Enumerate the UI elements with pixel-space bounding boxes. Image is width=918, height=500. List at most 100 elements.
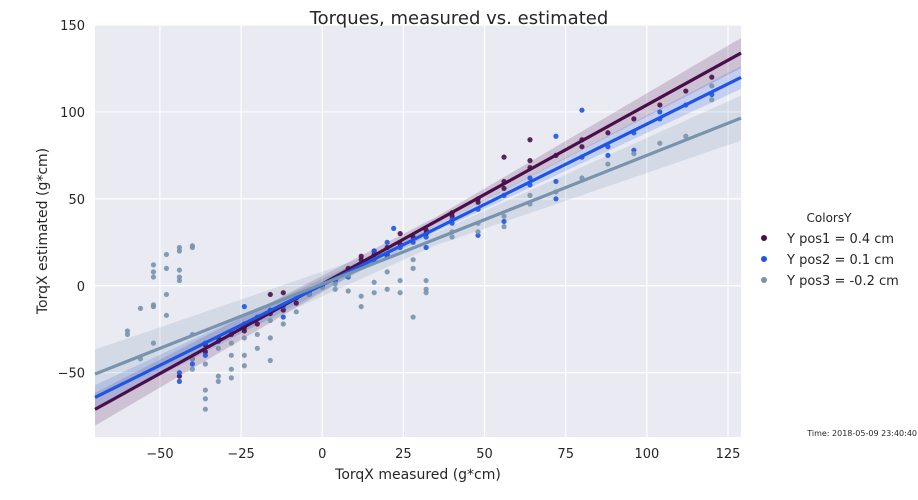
data-point bbox=[657, 102, 663, 108]
data-point bbox=[605, 161, 611, 167]
x-axis-label: TorqX measured (g*cm) bbox=[334, 467, 501, 483]
data-point bbox=[176, 370, 183, 376]
data-point bbox=[553, 178, 559, 185]
data-point bbox=[176, 274, 183, 280]
data-point bbox=[215, 345, 221, 351]
data-point bbox=[358, 304, 364, 310]
regression-lines bbox=[94, 51, 742, 411]
data-point bbox=[202, 361, 208, 367]
data-point bbox=[384, 269, 390, 275]
data-point bbox=[605, 130, 611, 136]
data-point bbox=[267, 291, 273, 298]
data-point bbox=[150, 340, 157, 346]
x-tick-label: 50 bbox=[476, 447, 493, 462]
data-point bbox=[137, 305, 144, 311]
data-point bbox=[527, 192, 533, 198]
legend-marker bbox=[761, 256, 767, 262]
legend-title: ColorsY bbox=[807, 211, 853, 225]
data-point bbox=[501, 218, 507, 225]
data-point bbox=[202, 387, 208, 393]
data-point bbox=[163, 312, 170, 318]
data-point bbox=[202, 406, 208, 412]
y-tick-label: −50 bbox=[58, 367, 85, 382]
legend-label: Y pos3 = -0.2 cm bbox=[786, 274, 899, 289]
legend-label: Y pos1 = 0.4 cm bbox=[786, 232, 894, 247]
data-point bbox=[267, 335, 273, 341]
x-tick-label: −25 bbox=[227, 447, 254, 462]
data-point bbox=[176, 378, 183, 384]
data-point bbox=[527, 175, 533, 181]
data-point bbox=[163, 291, 170, 298]
x-tick-label: 25 bbox=[395, 447, 412, 462]
data-point bbox=[202, 396, 208, 402]
y-tick-label: 150 bbox=[60, 19, 85, 34]
data-point bbox=[176, 244, 183, 251]
data-point bbox=[280, 314, 286, 320]
y-tick-label: 100 bbox=[60, 106, 85, 121]
data-point bbox=[384, 286, 390, 292]
data-point bbox=[150, 262, 157, 268]
data-point bbox=[202, 352, 208, 358]
data-point bbox=[280, 290, 286, 296]
data-point bbox=[150, 274, 157, 280]
data-point bbox=[189, 361, 195, 367]
data-point bbox=[527, 137, 533, 143]
x-tick-label: 100 bbox=[634, 447, 659, 462]
data-point bbox=[423, 277, 429, 284]
chart-title: Torques, measured vs. estimated bbox=[309, 8, 609, 29]
data-point bbox=[553, 196, 559, 202]
data-point bbox=[657, 109, 663, 115]
x-tick-label: 0 bbox=[318, 447, 326, 462]
data-point bbox=[215, 373, 221, 379]
data-point bbox=[371, 290, 377, 296]
data-point bbox=[657, 140, 663, 146]
data-point bbox=[254, 321, 260, 327]
data-point bbox=[293, 300, 299, 306]
y-tick-label: 50 bbox=[68, 193, 85, 208]
data-point bbox=[410, 314, 416, 320]
data-point bbox=[501, 154, 507, 160]
data-point bbox=[475, 229, 481, 235]
regression-line bbox=[94, 116, 742, 376]
data-point bbox=[709, 83, 715, 89]
legend-marker bbox=[761, 235, 767, 241]
data-point bbox=[709, 97, 715, 103]
data-point bbox=[163, 265, 170, 271]
data-point bbox=[228, 366, 234, 372]
data-point bbox=[254, 331, 260, 338]
data-point bbox=[397, 231, 403, 237]
data-point bbox=[267, 357, 273, 364]
data-point bbox=[449, 234, 455, 240]
data-point bbox=[579, 107, 585, 113]
data-point bbox=[391, 225, 397, 231]
data-point bbox=[397, 277, 403, 284]
timestamp-footnote: Time: 2018-05-09 23:40:40 bbox=[806, 429, 917, 438]
data-point bbox=[150, 302, 157, 308]
data-point bbox=[358, 293, 364, 299]
data-point bbox=[410, 257, 416, 263]
x-tick-labels: −50 −25 0 25 50 75 100 125 bbox=[146, 447, 740, 462]
data-point bbox=[254, 345, 260, 351]
data-point bbox=[683, 88, 689, 94]
data-point bbox=[241, 363, 247, 369]
data-point bbox=[280, 321, 286, 327]
data-point bbox=[371, 248, 377, 254]
regression-line bbox=[94, 76, 742, 399]
data-point bbox=[163, 251, 170, 258]
data-point bbox=[358, 253, 364, 259]
legend: ColorsY Y pos1 = 0.4 cm Y pos2 = 0.1 cm Y … bbox=[761, 211, 899, 289]
data-point bbox=[579, 144, 585, 150]
data-point bbox=[332, 281, 338, 287]
data-point bbox=[332, 286, 338, 292]
x-tick-label: 75 bbox=[557, 447, 574, 462]
data-point bbox=[423, 290, 429, 296]
data-point bbox=[605, 152, 611, 158]
data-point bbox=[345, 288, 351, 294]
data-point bbox=[683, 133, 689, 139]
y-tick-label: 0 bbox=[77, 280, 85, 295]
data-point bbox=[228, 375, 234, 381]
data-point bbox=[501, 213, 507, 219]
x-tick-label: 125 bbox=[716, 447, 741, 462]
data-point bbox=[397, 290, 403, 296]
